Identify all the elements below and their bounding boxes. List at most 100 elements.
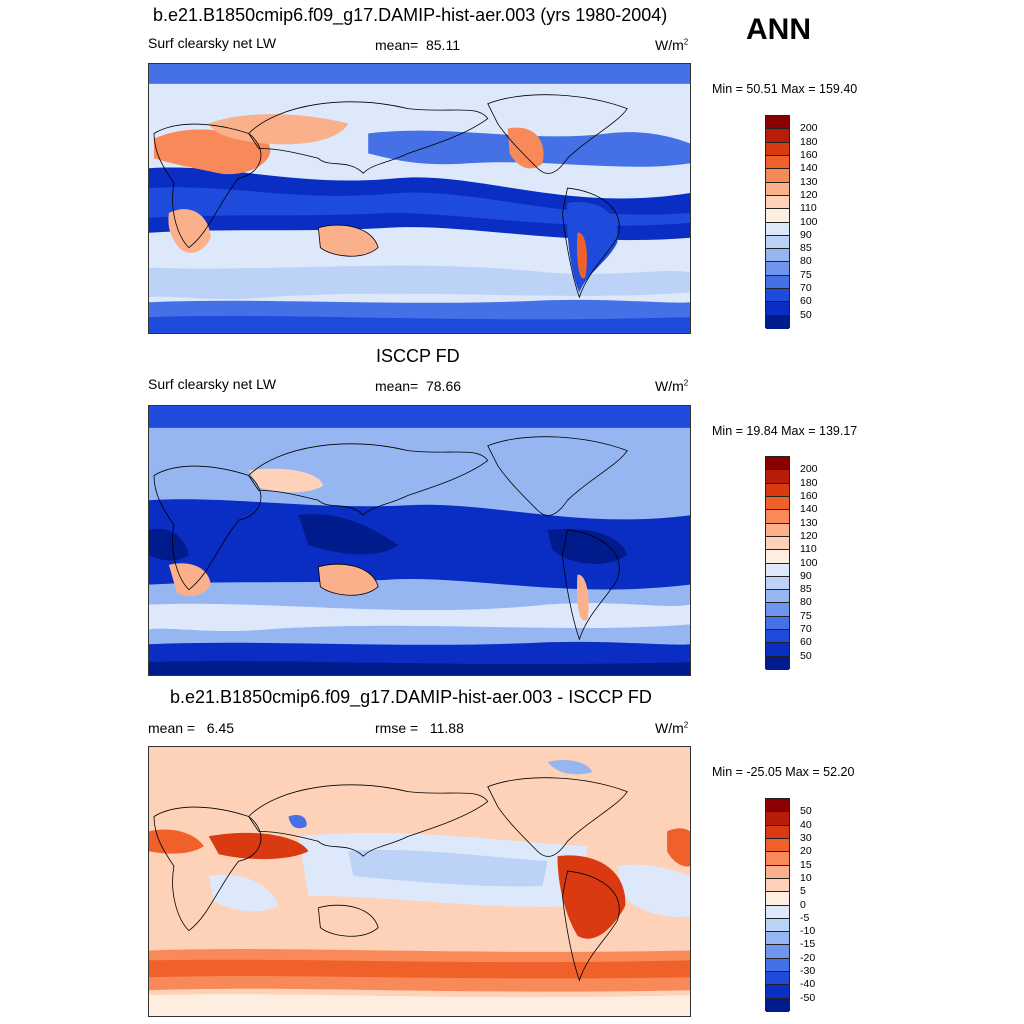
colorbar-tick-label: 20	[800, 845, 812, 858]
colorbar-tick-label: 180	[800, 135, 818, 148]
south-asia-warm	[208, 832, 309, 860]
europe-warm	[667, 828, 690, 867]
colorbar-tick-label: 50	[800, 649, 812, 662]
colorbar-segment	[766, 865, 789, 879]
colorbar-segment	[766, 932, 789, 946]
colorbar-segment	[766, 129, 789, 143]
colorbar-tick-label: -40	[800, 978, 816, 991]
colorbar-segment	[766, 470, 789, 484]
panel3-minmax: Min = -25.05 Max = 52.20	[712, 765, 855, 779]
panel3-colorbar	[765, 798, 790, 1012]
panel3-mean-label: mean =	[148, 720, 196, 736]
colorbar-segment	[766, 315, 789, 329]
colorbar-tick-label: 80	[800, 596, 812, 609]
antarctic-core	[149, 315, 690, 333]
colorbar-tick-label: 120	[800, 529, 818, 542]
panel1-title: b.e21.B1850cmip6.f09_g17.DAMIP-hist-aer.…	[153, 5, 668, 25]
colorbar-segment	[766, 155, 789, 170]
colorbar-segment	[766, 483, 789, 497]
warm-pool-core	[298, 514, 399, 555]
colorbar-tick-label: 110	[800, 543, 817, 556]
south-africa-warm	[168, 209, 211, 253]
southern-warm-core	[149, 959, 690, 979]
panel1-units-text: W/m	[655, 37, 684, 53]
panel1-mean-value: 85.11	[425, 37, 460, 53]
colorbar-tick-label: 75	[800, 609, 812, 622]
season-label: ANN	[746, 13, 811, 46]
atlantic-cool	[617, 864, 690, 918]
panel2-title: ISCCP FD	[376, 346, 460, 366]
panel1-units: W/m2	[655, 37, 688, 53]
panel2-mean-value: 78.66	[425, 378, 462, 394]
colorbar-segment	[766, 523, 789, 537]
colorbar-segment	[766, 892, 789, 906]
colorbar-segment	[766, 209, 789, 223]
colorbar-segment	[766, 656, 789, 670]
colorbar-segment	[766, 195, 789, 210]
panel3-units-exp: 2	[683, 720, 689, 730]
panel1-minmax: Min = 50.51 Max = 159.40	[712, 82, 858, 96]
tropics-band	[149, 499, 690, 590]
colorbar-segment	[766, 289, 789, 303]
colorbar-segment	[766, 603, 789, 617]
asia-warm	[208, 114, 349, 145]
australia-warm	[318, 564, 379, 596]
panel2-minmax: Min = 19.84 Max = 139.17	[712, 424, 858, 438]
indian-ocean-cool	[208, 874, 279, 912]
panel3-map-svg	[149, 747, 690, 1016]
coastlines	[153, 94, 628, 299]
colorbar-segment	[766, 878, 789, 893]
colorbar-tick-label: 30	[800, 831, 812, 844]
colorbar-segment	[766, 235, 789, 250]
colorbar-segment	[766, 590, 789, 604]
colorbar-tick-label: 140	[800, 162, 818, 175]
colorbar-tick-label: 90	[800, 569, 812, 582]
south-africa-warm	[168, 563, 211, 597]
antarctic-band	[149, 994, 690, 1016]
sahara-warm	[153, 129, 271, 175]
australia-warm	[318, 225, 379, 257]
congo-core	[149, 528, 189, 561]
colorbar-tick-label: 40	[800, 818, 812, 831]
colorbar-segment	[766, 576, 789, 591]
asia-warm	[248, 468, 324, 493]
arctic-band	[149, 406, 690, 428]
panel3-mean-value: 6.45	[206, 720, 235, 736]
colorbar-tick-label: 180	[800, 476, 818, 489]
pacific-cool-core	[348, 849, 548, 887]
colorbar-segment	[766, 616, 789, 631]
colorbar-tick-label: 130	[800, 175, 818, 188]
colorbar-segment	[766, 536, 789, 551]
colorbar-segment	[766, 918, 789, 933]
colorbar-tick-label: 50	[800, 805, 812, 818]
panel2-map	[148, 405, 691, 676]
north-america-warm	[507, 127, 544, 169]
colorbar-tick-label: 100	[800, 215, 818, 228]
panel3-title: b.e21.B1850cmip6.f09_g17.DAMIP-hist-aer.…	[170, 687, 652, 707]
colorbar-tick-label: -20	[800, 951, 816, 964]
colorbar-tick-label: 130	[800, 516, 818, 529]
colorbar-tick-label: 70	[800, 282, 812, 295]
panel2-colorbar	[765, 456, 790, 670]
panel2-mean: mean= 78.66	[375, 378, 461, 394]
colorbar-tick-label: -5	[800, 911, 810, 924]
colorbar-tick-label: -15	[800, 938, 816, 951]
panel3-units-text: W/m	[655, 720, 684, 736]
colorbar-tick-label: 160	[800, 489, 818, 502]
colorbar-tick-label: 120	[800, 188, 818, 201]
coastlines	[153, 777, 628, 982]
panel1-units-exp: 2	[683, 37, 689, 47]
colorbar-tick-label: 5	[800, 885, 806, 898]
panel1-variable: Surf clearsky net LW	[148, 35, 277, 51]
colorbar-tick-label: 100	[800, 556, 818, 569]
antarctic-core	[149, 661, 690, 675]
colorbar-segment	[766, 838, 789, 853]
colorbar-segment	[766, 905, 789, 919]
panel3-rmse-label: rmse =	[375, 720, 419, 736]
colorbar-segment	[766, 563, 789, 577]
colorbar-segment	[766, 457, 789, 471]
panel3-mean: mean = 6.45	[148, 720, 234, 736]
colorbar-segment	[766, 643, 789, 657]
colorbar-tick-label: 75	[800, 268, 812, 281]
colorbar-tick-label: 110	[800, 202, 817, 215]
